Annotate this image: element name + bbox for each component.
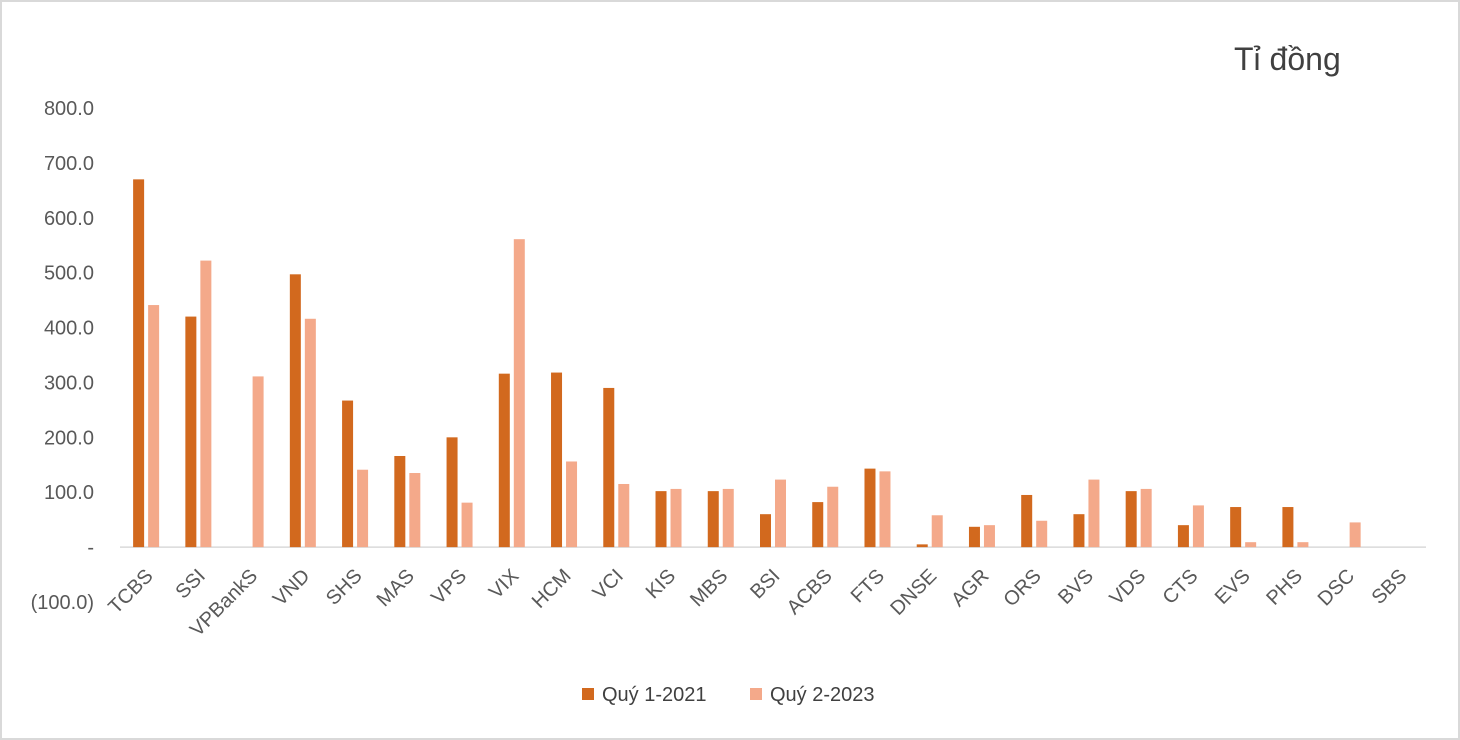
x-tick-label: KIS (642, 565, 680, 603)
x-tick-label: ORS (1000, 565, 1046, 611)
bar-series2-kis (670, 488, 682, 548)
bar-series1-acbs (812, 502, 824, 548)
x-tick-label: VDS (1106, 565, 1151, 610)
bar-series2-vds (1140, 488, 1152, 548)
bar-series2-ors (1036, 520, 1048, 548)
x-tick-label: EVS (1211, 565, 1255, 609)
unit-label: Tỉ đồng (1234, 41, 1341, 77)
x-tick-label: ACBS (783, 565, 837, 619)
bar-series1-fts (864, 468, 876, 548)
bar-series2-acbs (827, 486, 839, 548)
y-tick-label: 400.0 (44, 318, 94, 340)
bar-series1-vnd (289, 274, 301, 548)
x-tick-label: SHS (322, 565, 367, 610)
x-tick-label: DNSE (886, 565, 941, 620)
y-tick-label: 700.0 (44, 153, 94, 175)
bar-series2-cts (1192, 505, 1204, 548)
x-tick-label: MBS (686, 565, 732, 611)
bar-series2-fts (879, 471, 891, 548)
bar-series1-evs (1230, 507, 1242, 548)
bar-series2-shs (357, 469, 369, 548)
bar-series1-tcbs (133, 179, 145, 548)
bar-series2-dnse (931, 515, 943, 548)
bar-series2-vnd (304, 318, 316, 548)
bar-series2-vix (513, 239, 525, 548)
bar-series2-phs (1297, 542, 1309, 548)
x-tick-label: VPS (427, 565, 471, 609)
x-tick-label: VND (269, 565, 314, 610)
bar-series2-evs (1245, 542, 1257, 548)
bar-series1-ors (1021, 494, 1033, 548)
y-tick-label: 200.0 (44, 427, 94, 449)
bar-series2-bvs (1088, 479, 1100, 548)
x-tick-label: VCI (589, 565, 628, 604)
bar-series2-agr (983, 525, 995, 548)
x-tick-label: TCBS (104, 565, 157, 618)
bar-series2-tcbs (148, 305, 160, 548)
bar-series1-kis (655, 491, 667, 548)
bar-series2-vpbanks (252, 376, 264, 548)
legend-swatch (750, 688, 762, 700)
y-tick-label: 100.0 (44, 482, 94, 504)
bar-series1-agr (968, 526, 980, 548)
legend-label: Quý 2-2023 (770, 684, 875, 706)
bar-series (133, 179, 1361, 548)
x-tick-label: AGR (947, 565, 993, 611)
bar-series2-bsi (775, 479, 786, 548)
x-tick-label: BVS (1054, 565, 1098, 609)
bar-series1-dnse (916, 544, 928, 548)
bar-series2-dsc (1349, 522, 1361, 548)
x-tick-label: CTS (1159, 565, 1203, 609)
x-tick-label: VIX (485, 565, 523, 603)
bar-series1-vci (603, 387, 615, 548)
y-tick-label: 800.0 (44, 98, 94, 120)
x-tick-label: DSC (1314, 565, 1359, 610)
bar-series1-mbs (707, 491, 719, 548)
y-tick-label: 300.0 (44, 372, 94, 394)
bar-series2-vps (461, 502, 473, 548)
bar-series1-hcm (551, 372, 563, 548)
bar-series2-mas (409, 473, 421, 548)
y-tick-label: 600.0 (44, 208, 94, 230)
legend-label: Quý 1-2021 (602, 684, 707, 706)
legend: Quý 1-2021 Quý 2-2023 (582, 684, 875, 706)
y-tick-label: (100.0) (31, 592, 94, 614)
y-tick-label: - (87, 537, 94, 559)
bar-series1-shs (342, 400, 354, 548)
bar-series2-mbs (722, 488, 734, 548)
x-tick-label: BSI (746, 565, 784, 603)
x-tick-label: PHS (1262, 565, 1307, 610)
legend-swatch (582, 688, 594, 700)
bar-series1-cts (1177, 525, 1189, 548)
bar-series1-vix (498, 373, 510, 548)
y-tick-label: 500.0 (44, 263, 94, 285)
bar-series2-vci (618, 483, 630, 548)
x-tick-label: SBS (1368, 565, 1412, 609)
bar-series2-ssi (200, 260, 212, 548)
x-tick-label: HCM (528, 565, 576, 613)
x-tick-label: MAS (373, 565, 419, 611)
bar-series1-phs (1282, 507, 1294, 548)
y-axis: 800.0 700.0 600.0 500.0 400.0 300.0 200.0 100.0… (31, 98, 94, 614)
bar-series1-mas (394, 455, 406, 548)
bar-series1-vps (446, 437, 458, 548)
bar-series1-bsi (760, 514, 771, 548)
bar-series1-ssi (185, 316, 197, 548)
bar-series1-vds (1125, 491, 1137, 548)
bar-series1-bvs (1073, 514, 1085, 548)
bar-series2-hcm (566, 461, 578, 548)
x-tick-label: SSI (172, 565, 210, 603)
x-tick-label: FTS (847, 565, 889, 607)
